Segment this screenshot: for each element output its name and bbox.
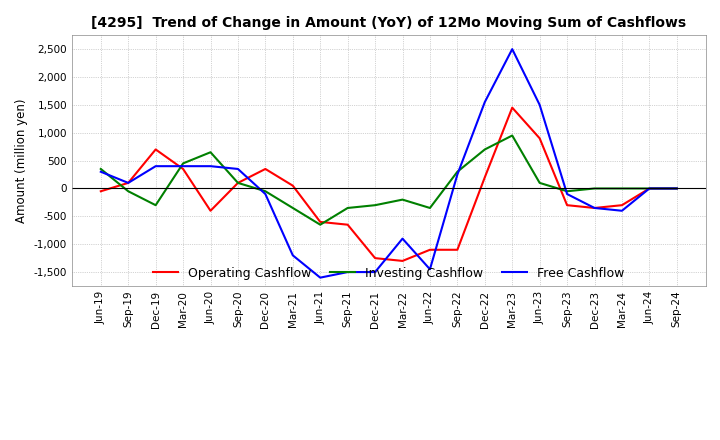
Investing Cashflow [151, 202, 160, 208]
Operating Cashflow [206, 208, 215, 213]
Investing Cashflow [371, 202, 379, 208]
Y-axis label: Amount (million yen): Amount (million yen) [15, 99, 28, 223]
Investing Cashflow [453, 169, 462, 174]
Operating Cashflow [343, 222, 352, 227]
Free Cashflow [289, 253, 297, 258]
Operating Cashflow [645, 186, 654, 191]
Investing Cashflow [508, 133, 516, 138]
Free Cashflow [536, 102, 544, 107]
Investing Cashflow [206, 150, 215, 155]
Operating Cashflow [151, 147, 160, 152]
Free Cashflow [645, 186, 654, 191]
Line: Investing Cashflow: Investing Cashflow [101, 136, 677, 225]
Operating Cashflow [371, 256, 379, 261]
Free Cashflow [398, 236, 407, 241]
Investing Cashflow [536, 180, 544, 186]
Investing Cashflow [343, 205, 352, 211]
Free Cashflow [261, 191, 270, 197]
Investing Cashflow [563, 189, 572, 194]
Investing Cashflow [96, 166, 105, 172]
Operating Cashflow [590, 205, 599, 211]
Investing Cashflow [261, 189, 270, 194]
Operating Cashflow [453, 247, 462, 253]
Operating Cashflow [672, 186, 681, 191]
Investing Cashflow [672, 186, 681, 191]
Operating Cashflow [480, 175, 489, 180]
Line: Free Cashflow: Free Cashflow [101, 49, 677, 278]
Operating Cashflow [179, 166, 187, 172]
Investing Cashflow [233, 180, 242, 186]
Operating Cashflow [508, 105, 516, 110]
Operating Cashflow [536, 136, 544, 141]
Free Cashflow [618, 208, 626, 213]
Operating Cashflow [426, 247, 434, 253]
Title: [4295]  Trend of Change in Amount (YoY) of 12Mo Moving Sum of Cashflows: [4295] Trend of Change in Amount (YoY) o… [91, 16, 686, 30]
Investing Cashflow [426, 205, 434, 211]
Free Cashflow [206, 164, 215, 169]
Operating Cashflow [316, 219, 325, 224]
Investing Cashflow [618, 186, 626, 191]
Investing Cashflow [398, 197, 407, 202]
Investing Cashflow [179, 161, 187, 166]
Investing Cashflow [289, 205, 297, 211]
Free Cashflow [672, 186, 681, 191]
Free Cashflow [480, 99, 489, 105]
Line: Operating Cashflow: Operating Cashflow [101, 108, 677, 261]
Legend: Operating Cashflow, Investing Cashflow, Free Cashflow: Operating Cashflow, Investing Cashflow, … [148, 262, 629, 285]
Free Cashflow [508, 47, 516, 52]
Operating Cashflow [289, 183, 297, 188]
Investing Cashflow [590, 186, 599, 191]
Operating Cashflow [618, 202, 626, 208]
Investing Cashflow [124, 189, 132, 194]
Free Cashflow [343, 269, 352, 275]
Free Cashflow [371, 269, 379, 275]
Investing Cashflow [480, 147, 489, 152]
Operating Cashflow [398, 258, 407, 264]
Investing Cashflow [645, 186, 654, 191]
Operating Cashflow [563, 202, 572, 208]
Free Cashflow [453, 172, 462, 177]
Free Cashflow [590, 205, 599, 211]
Free Cashflow [96, 169, 105, 174]
Operating Cashflow [233, 180, 242, 186]
Free Cashflow [151, 164, 160, 169]
Free Cashflow [426, 267, 434, 272]
Investing Cashflow [316, 222, 325, 227]
Operating Cashflow [261, 166, 270, 172]
Free Cashflow [316, 275, 325, 280]
Operating Cashflow [96, 189, 105, 194]
Free Cashflow [179, 164, 187, 169]
Free Cashflow [563, 191, 572, 197]
Free Cashflow [233, 166, 242, 172]
Operating Cashflow [124, 180, 132, 186]
Free Cashflow [124, 180, 132, 186]
